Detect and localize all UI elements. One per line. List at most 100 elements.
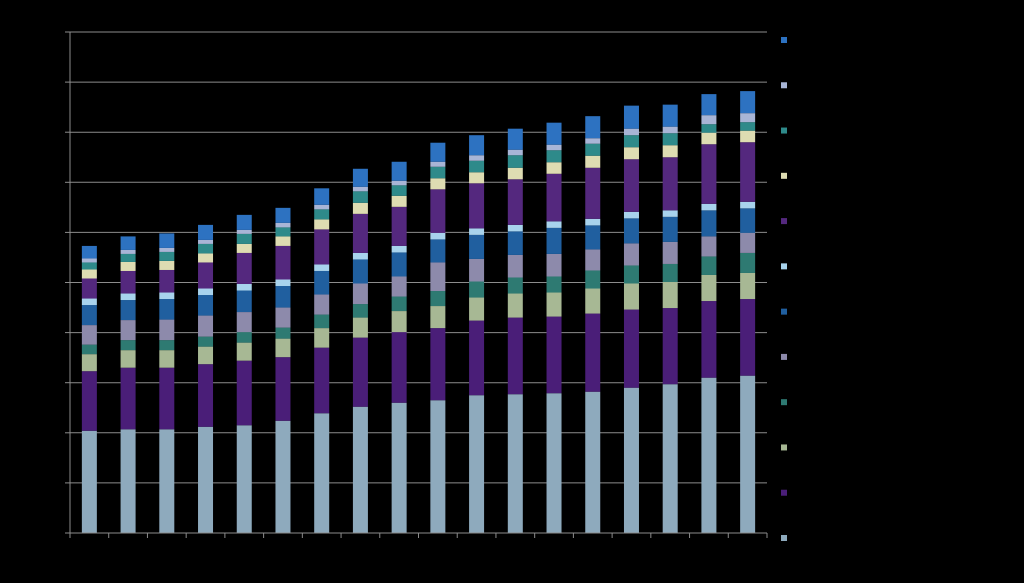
bar-segment	[701, 256, 717, 275]
bar-segment	[662, 126, 678, 134]
bar-segment	[120, 350, 136, 368]
bar-segment	[352, 202, 368, 214]
bar-segment	[662, 216, 678, 242]
bar-segment	[391, 195, 407, 207]
bar-segment	[546, 276, 562, 293]
bar-segment	[198, 253, 214, 263]
bar-segment	[314, 229, 330, 265]
bar-segment	[391, 185, 407, 196]
bar-segment	[120, 270, 136, 294]
bar-segment	[275, 357, 291, 421]
legend-swatch	[781, 172, 787, 179]
bar-segment	[701, 124, 717, 133]
bar-segment	[391, 245, 407, 253]
bar-segment	[507, 149, 523, 156]
bar-segment	[236, 233, 252, 244]
bar-segment	[430, 328, 446, 401]
bar-segment	[469, 155, 485, 161]
bar-segment	[585, 116, 601, 139]
bar-segment	[314, 209, 330, 220]
bar-segment	[81, 305, 97, 326]
bar-segment	[469, 258, 485, 282]
bar-segment	[198, 295, 214, 316]
bar-segment	[701, 144, 717, 204]
bar-segment	[585, 249, 601, 271]
bar-segment	[120, 367, 136, 430]
bar-segment	[430, 161, 446, 167]
bar-segment	[81, 278, 97, 299]
bar-segment	[507, 277, 523, 294]
bar-segment	[275, 222, 291, 228]
bar-segment	[623, 309, 639, 388]
bar-segment	[198, 288, 214, 296]
bar-segment	[236, 332, 252, 343]
bar-segment	[198, 336, 214, 347]
bar-segment	[120, 293, 136, 301]
bar-segment	[159, 299, 175, 320]
bar-segment	[391, 276, 407, 297]
bar-segment	[623, 218, 639, 244]
bar-segment	[81, 298, 97, 306]
bar-segment	[81, 258, 97, 263]
bar-segment	[662, 281, 678, 309]
bar-segment	[314, 347, 330, 414]
bar-segment	[159, 319, 175, 341]
bar-segment	[701, 94, 717, 116]
bar-segment	[120, 340, 136, 351]
bar-segment	[623, 159, 639, 212]
bar-segment	[507, 179, 523, 225]
bar-segment	[740, 130, 756, 143]
bar-segment	[623, 105, 639, 129]
bar-segment	[430, 262, 446, 292]
bar-segment	[469, 320, 485, 396]
bar-segment	[507, 231, 523, 255]
bar-segment	[352, 259, 368, 284]
bar-segment	[546, 292, 562, 317]
legend-swatch	[781, 535, 787, 541]
legend-swatch	[781, 37, 787, 43]
bar-segment	[623, 265, 639, 284]
bar-segment	[352, 186, 368, 192]
legend-swatch	[781, 263, 787, 270]
bar-segment	[740, 299, 756, 376]
bar-segment	[352, 283, 368, 305]
bar-segment	[701, 274, 717, 302]
bar-segment	[623, 387, 639, 533]
bar-segment	[391, 252, 407, 277]
bar-segment	[546, 144, 562, 151]
legend-swatch	[781, 444, 787, 451]
bar-segment	[585, 143, 601, 156]
bar-segment	[701, 236, 717, 257]
bar-segment	[275, 420, 291, 533]
bar-segment	[198, 224, 214, 240]
bar-segment	[159, 269, 175, 293]
bar-segment	[120, 253, 136, 262]
bar-segment	[662, 210, 678, 217]
bar-segment	[352, 304, 368, 318]
bar-segment	[469, 297, 485, 321]
bar-segment	[623, 147, 639, 160]
bar-segment	[236, 360, 252, 426]
bar-segment	[391, 311, 407, 333]
bar-segment	[430, 306, 446, 329]
bar-segment	[740, 122, 756, 131]
bar-segment	[159, 292, 175, 300]
bar-segment	[623, 243, 639, 266]
bar-segment	[275, 286, 291, 308]
axes	[65, 31, 768, 538]
bar-segment	[662, 157, 678, 211]
bar-segment	[236, 342, 252, 361]
bar-segment	[507, 128, 523, 150]
bar-segment	[740, 252, 756, 273]
gridlines	[70, 31, 767, 484]
bar-segment	[740, 201, 756, 209]
bar-segment	[430, 291, 446, 307]
bar-segment	[623, 283, 639, 310]
bar-segment	[430, 232, 446, 240]
bar-segment	[662, 104, 678, 127]
bar-segment	[469, 395, 485, 533]
bar-segment	[469, 228, 485, 235]
bar-segment	[740, 232, 756, 253]
bar-segment	[81, 430, 97, 533]
legend-swatch	[781, 308, 787, 315]
